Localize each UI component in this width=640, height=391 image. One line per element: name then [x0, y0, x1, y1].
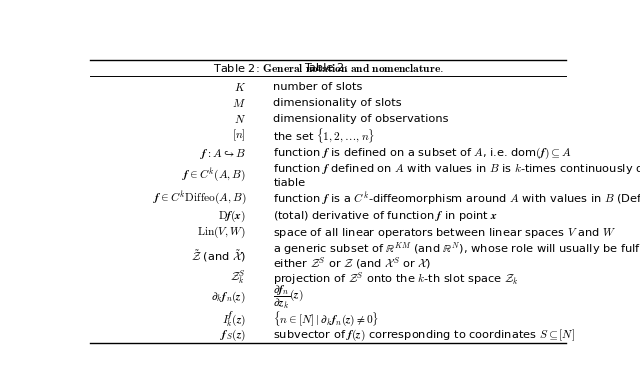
Text: either $\mathcal{Z}^S$ or $\mathcal{Z}$ (and $\mathcal{X}^S$ or $\mathcal{X}$): either $\mathcal{Z}^S$ or $\mathcal{Z}$ … [273, 255, 432, 271]
Text: space of all linear operators between linear spaces $V$ and $W$: space of all linear operators between li… [273, 226, 617, 240]
Text: $I_k^{\boldsymbol{f}}(\boldsymbol{z})$: $I_k^{\boldsymbol{f}}(\boldsymbol{z})$ [222, 309, 246, 328]
Text: $\mathcal{Z}_k^S$: $\mathcal{Z}_k^S$ [230, 269, 246, 287]
Text: $N$: $N$ [234, 113, 246, 125]
Text: $\{n \in [N] \mid \partial_k \boldsymbol{f}_n(\boldsymbol{z}) \neq 0\}$: $\{n \in [N] \mid \partial_k \boldsymbol… [273, 309, 380, 328]
Text: subvector of $\boldsymbol{f}(\boldsymbol{z})$ corresponding to coordinates $S \s: subvector of $\boldsymbol{f}(\boldsymbol… [273, 328, 575, 343]
Text: Table 2: $\bf{General\ notation\ and\ nomenclature}$.: Table 2: $\bf{General\ notation\ and\ no… [212, 62, 444, 74]
Text: function $\boldsymbol{f}$ is a $C^k$-diffeomorphism around $A$ with values in $B: function $\boldsymbol{f}$ is a $C^k$-dif… [273, 190, 640, 206]
Text: $\mathrm{D}\boldsymbol{f}(\boldsymbol{x})$: $\mathrm{D}\boldsymbol{f}(\boldsymbol{x}… [218, 208, 246, 224]
Text: $\mathrm{Lin}(V, W)$: $\mathrm{Lin}(V, W)$ [197, 225, 246, 240]
Text: $[n]$: $[n]$ [232, 128, 246, 143]
Text: tiable: tiable [273, 178, 305, 188]
Text: $\dfrac{\partial \boldsymbol{f}_n}{\partial \boldsymbol{z}_k}(\boldsymbol{z})$: $\dfrac{\partial \boldsymbol{f}_n}{\part… [273, 283, 304, 311]
Text: $M$: $M$ [232, 97, 246, 109]
Text: $\boldsymbol{f} \in C^k(A, B)$: $\boldsymbol{f} \in C^k(A, B)$ [182, 167, 246, 185]
Text: Table 2:: Table 2: [304, 63, 352, 73]
Text: dimensionality of slots: dimensionality of slots [273, 98, 402, 108]
Text: projection of $\mathcal{Z}^S$ onto the $k$-th slot space $\mathcal{Z}_k$: projection of $\mathcal{Z}^S$ onto the $… [273, 270, 519, 287]
Text: $\tilde{\mathcal{Z}}$ (and $\tilde{\mathcal{X}}$): $\tilde{\mathcal{Z}}$ (and $\tilde{\math… [191, 248, 246, 264]
Text: number of slots: number of slots [273, 82, 363, 91]
Text: $\partial_k \boldsymbol{f}_n(\boldsymbol{z})$: $\partial_k \boldsymbol{f}_n(\boldsymbol… [211, 290, 246, 305]
Text: dimensionality of observations: dimensionality of observations [273, 114, 449, 124]
Text: function $\boldsymbol{f}$ is defined on a subset of $A$, i.e. dom$(\boldsymbol{f: function $\boldsymbol{f}$ is defined on … [273, 146, 572, 161]
Text: the set $\{1, 2, \ldots, n\}$: the set $\{1, 2, \ldots, n\}$ [273, 126, 376, 145]
Text: $\boldsymbol{f}_S(\boldsymbol{z})$: $\boldsymbol{f}_S(\boldsymbol{z})$ [220, 328, 246, 343]
Text: function $\boldsymbol{f}$ defined on $A$ with values in $B$ is $k$-times continu: function $\boldsymbol{f}$ defined on $A$… [273, 161, 640, 176]
Text: $K$: $K$ [234, 81, 246, 93]
Text: a generic subset of $\mathbb{R}^{KM}$ (and $\mathbb{R}^{N}$), whose role will us: a generic subset of $\mathbb{R}^{KM}$ (a… [273, 241, 640, 257]
Text: $\boldsymbol{f} \in C^k\mathrm{Diffeo}(A, B)$: $\boldsymbol{f} \in C^k\mathrm{Diffeo}(A… [153, 189, 246, 207]
Text: (total) derivative of function $\boldsymbol{f}$ in point $\boldsymbol{x}$: (total) derivative of function $\boldsym… [273, 209, 499, 223]
Text: $\boldsymbol{f} : A \hookrightarrow B$: $\boldsymbol{f} : A \hookrightarrow B$ [200, 147, 246, 161]
